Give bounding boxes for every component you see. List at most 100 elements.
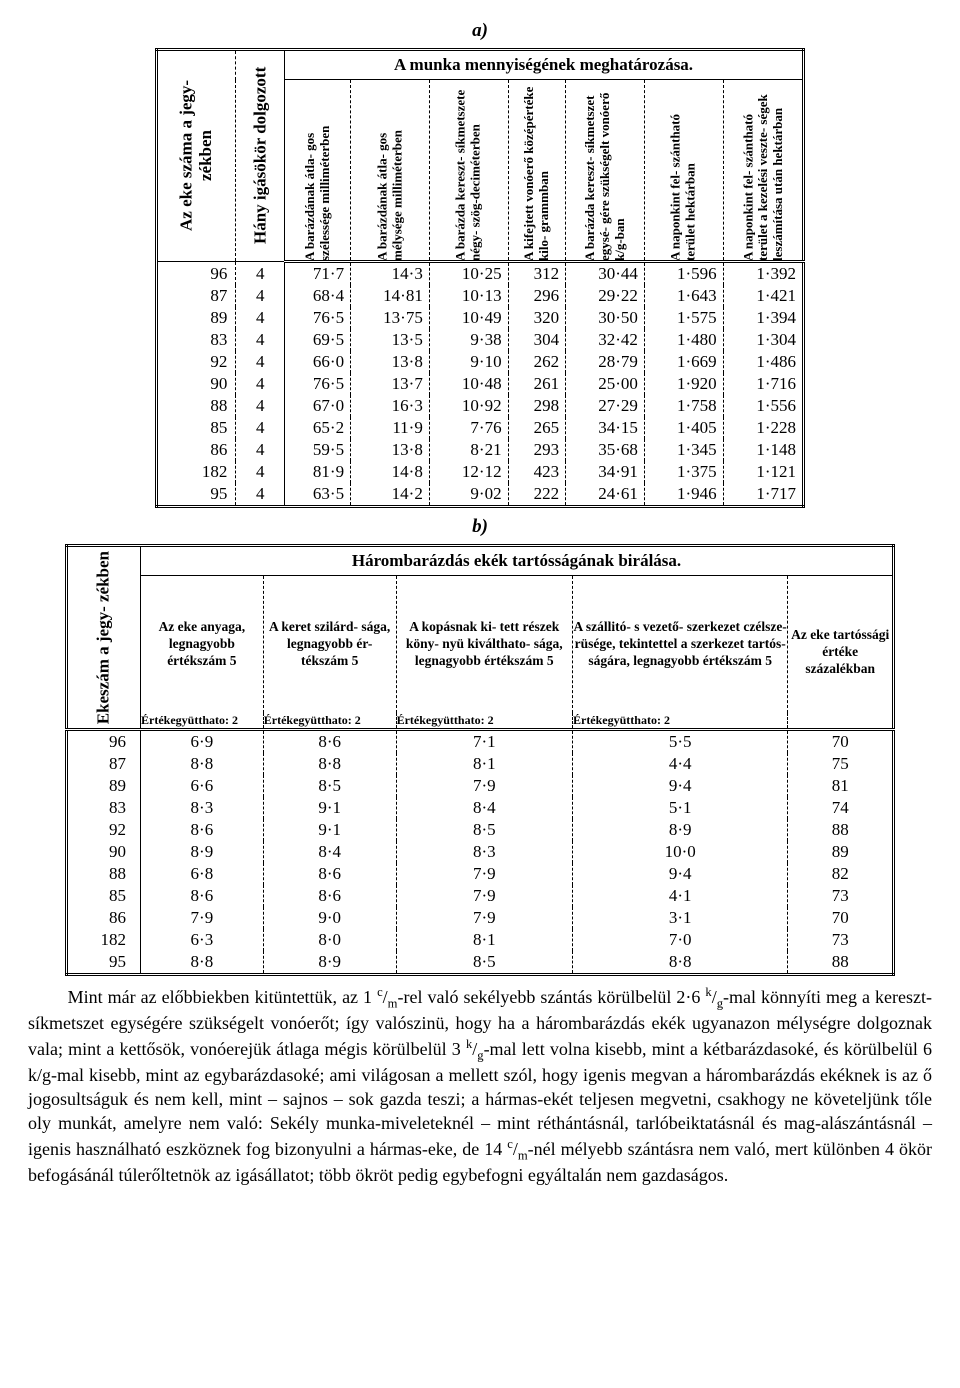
table-cell: 6·6	[141, 775, 264, 797]
table-row: 88467·016·310·9229827·291·7581·556	[157, 395, 804, 417]
table-cell: 1·394	[723, 307, 803, 329]
table-cell: 7·9	[396, 863, 572, 885]
table-cell: 66·0	[285, 351, 351, 373]
ta-col-0: A barázdának átla- gos szélessége millim…	[285, 80, 351, 262]
table-row: 86459·513·88·2129335·681·3451·148	[157, 439, 804, 461]
table-row: 867·99·07·93·170	[67, 907, 894, 929]
table-cell: 95	[67, 951, 141, 975]
table-cell: 89	[67, 775, 141, 797]
table-cell: 1·946	[644, 483, 723, 507]
table-cell: 1·148	[723, 439, 803, 461]
table-cell: 35·68	[566, 439, 645, 461]
table-cell: 6·9	[141, 730, 264, 754]
ta-side-col-0: Az eke száma a jegy- zékben	[157, 50, 236, 262]
table-cell: 7·9	[396, 885, 572, 907]
table-cell: 34·91	[566, 461, 645, 483]
ta-col-6: A naponkint fel- szántható terület a kez…	[723, 80, 803, 262]
table-cell: 1·421	[723, 285, 803, 307]
table-cell: 261	[508, 373, 566, 395]
table-cell: 8·1	[396, 753, 572, 775]
table-cell: 13·7	[351, 373, 430, 395]
table-row: 878·88·88·14·475	[67, 753, 894, 775]
table-cell: 14·8	[351, 461, 430, 483]
table-cell: 67·0	[285, 395, 351, 417]
table-cell: 30·50	[566, 307, 645, 329]
table-cell: 89	[788, 841, 894, 863]
table-cell: 10·25	[429, 262, 508, 286]
table-cell: 4	[236, 285, 285, 307]
table-cell: 85	[67, 885, 141, 907]
para-u1c: m	[388, 997, 398, 1011]
table-cell: 95	[157, 483, 236, 507]
table-cell: 8·4	[263, 841, 396, 863]
table-cell: 16·3	[351, 395, 430, 417]
table-cell: 4	[236, 439, 285, 461]
table-row: 95463·514·29·0222224·611·9461·717	[157, 483, 804, 507]
table-cell: 73	[788, 885, 894, 907]
table-cell: 70	[788, 730, 894, 754]
table-cell: 262	[508, 351, 566, 373]
table-cell: 1·121	[723, 461, 803, 483]
table-cell: 96	[67, 730, 141, 754]
table-b-subheader: Értékegyütthato: 2 Értékegyütthato: 2 Ér…	[67, 713, 894, 730]
table-cell: 1·717	[723, 483, 803, 507]
table-cell: 9·10	[429, 351, 508, 373]
table-cell: 4	[236, 307, 285, 329]
table-cell: 13·75	[351, 307, 430, 329]
ta-col-2: A barázda kereszt- síkmetszete négy- szö…	[429, 80, 508, 262]
table-cell: 69·5	[285, 329, 351, 351]
table-cell: 10·49	[429, 307, 508, 329]
table-cell: 82	[788, 863, 894, 885]
table-cell: 27·29	[566, 395, 645, 417]
table-cell: 87	[67, 753, 141, 775]
table-cell: 1·480	[644, 329, 723, 351]
ta-side-col-1: Hány igásökör dolgozott	[236, 50, 285, 262]
table-cell: 8·0	[263, 929, 396, 951]
table-cell: 8·21	[429, 439, 508, 461]
tb-col-3: A szállitó- s vezető- szerkezet czélsze-…	[572, 576, 787, 714]
tb-sub-1: Értékegyütthato: 2	[263, 713, 396, 730]
table-cell: 298	[508, 395, 566, 417]
table-row: 886·88·67·99·482	[67, 863, 894, 885]
para-part1: Mint már az előbbiekben kitüntettük, az …	[68, 987, 377, 1007]
table-cell: 182	[67, 929, 141, 951]
table-cell: 1·643	[644, 285, 723, 307]
table-b: Ekeszám a jegy- zékben Hárombarázdás eké…	[65, 544, 895, 976]
table-a-header-top: Az eke száma a jegy- zékben Hány igásökö…	[157, 50, 804, 80]
table-cell: 30·44	[566, 262, 645, 286]
table-cell: 92	[157, 351, 236, 373]
table-cell: 4	[236, 351, 285, 373]
table-cell: 8·9	[141, 841, 264, 863]
table-a-banner: A munka mennyiségének meghatározása.	[285, 50, 804, 80]
table-cell: 10·13	[429, 285, 508, 307]
table-row: 838·39·18·45·174	[67, 797, 894, 819]
table-cell: 1·228	[723, 417, 803, 439]
table-cell: 8·9	[263, 951, 396, 975]
table-cell: 76·5	[285, 373, 351, 395]
table-cell: 32·42	[566, 329, 645, 351]
table-cell: 293	[508, 439, 566, 461]
table-cell: 4	[236, 373, 285, 395]
table-row: 1826·38·08·17·073	[67, 929, 894, 951]
table-cell: 1·304	[723, 329, 803, 351]
table-cell: 1·556	[723, 395, 803, 417]
table-cell: 88	[157, 395, 236, 417]
table-row: 85465·211·97·7626534·151·4051·228	[157, 417, 804, 439]
table-cell: 5·1	[572, 797, 787, 819]
table-cell: 8·5	[396, 951, 572, 975]
tb-col-0: Az eke anyaga, legnagyobb értékszám 5	[141, 576, 264, 714]
table-cell: 1·596	[644, 262, 723, 286]
table-cell: 83	[67, 797, 141, 819]
table-row: 92466·013·89·1026228·791·6691·486	[157, 351, 804, 373]
table-cell: 9·4	[572, 863, 787, 885]
table-cell: 14·81	[351, 285, 430, 307]
table-cell: 1·345	[644, 439, 723, 461]
table-cell: 13·5	[351, 329, 430, 351]
table-cell: 10·0	[572, 841, 787, 863]
table-cell: 4	[236, 417, 285, 439]
para-part2: -rel való sekélyebb szántás körülbelül 2…	[397, 987, 705, 1007]
table-cell: 4	[236, 262, 285, 286]
table-row: 182481·914·812·1242334·911·3751·121	[157, 461, 804, 483]
tb-col-1: A keret szilárd- sága, legnagyobb ér- té…	[263, 576, 396, 714]
table-cell: 8·8	[572, 951, 787, 975]
